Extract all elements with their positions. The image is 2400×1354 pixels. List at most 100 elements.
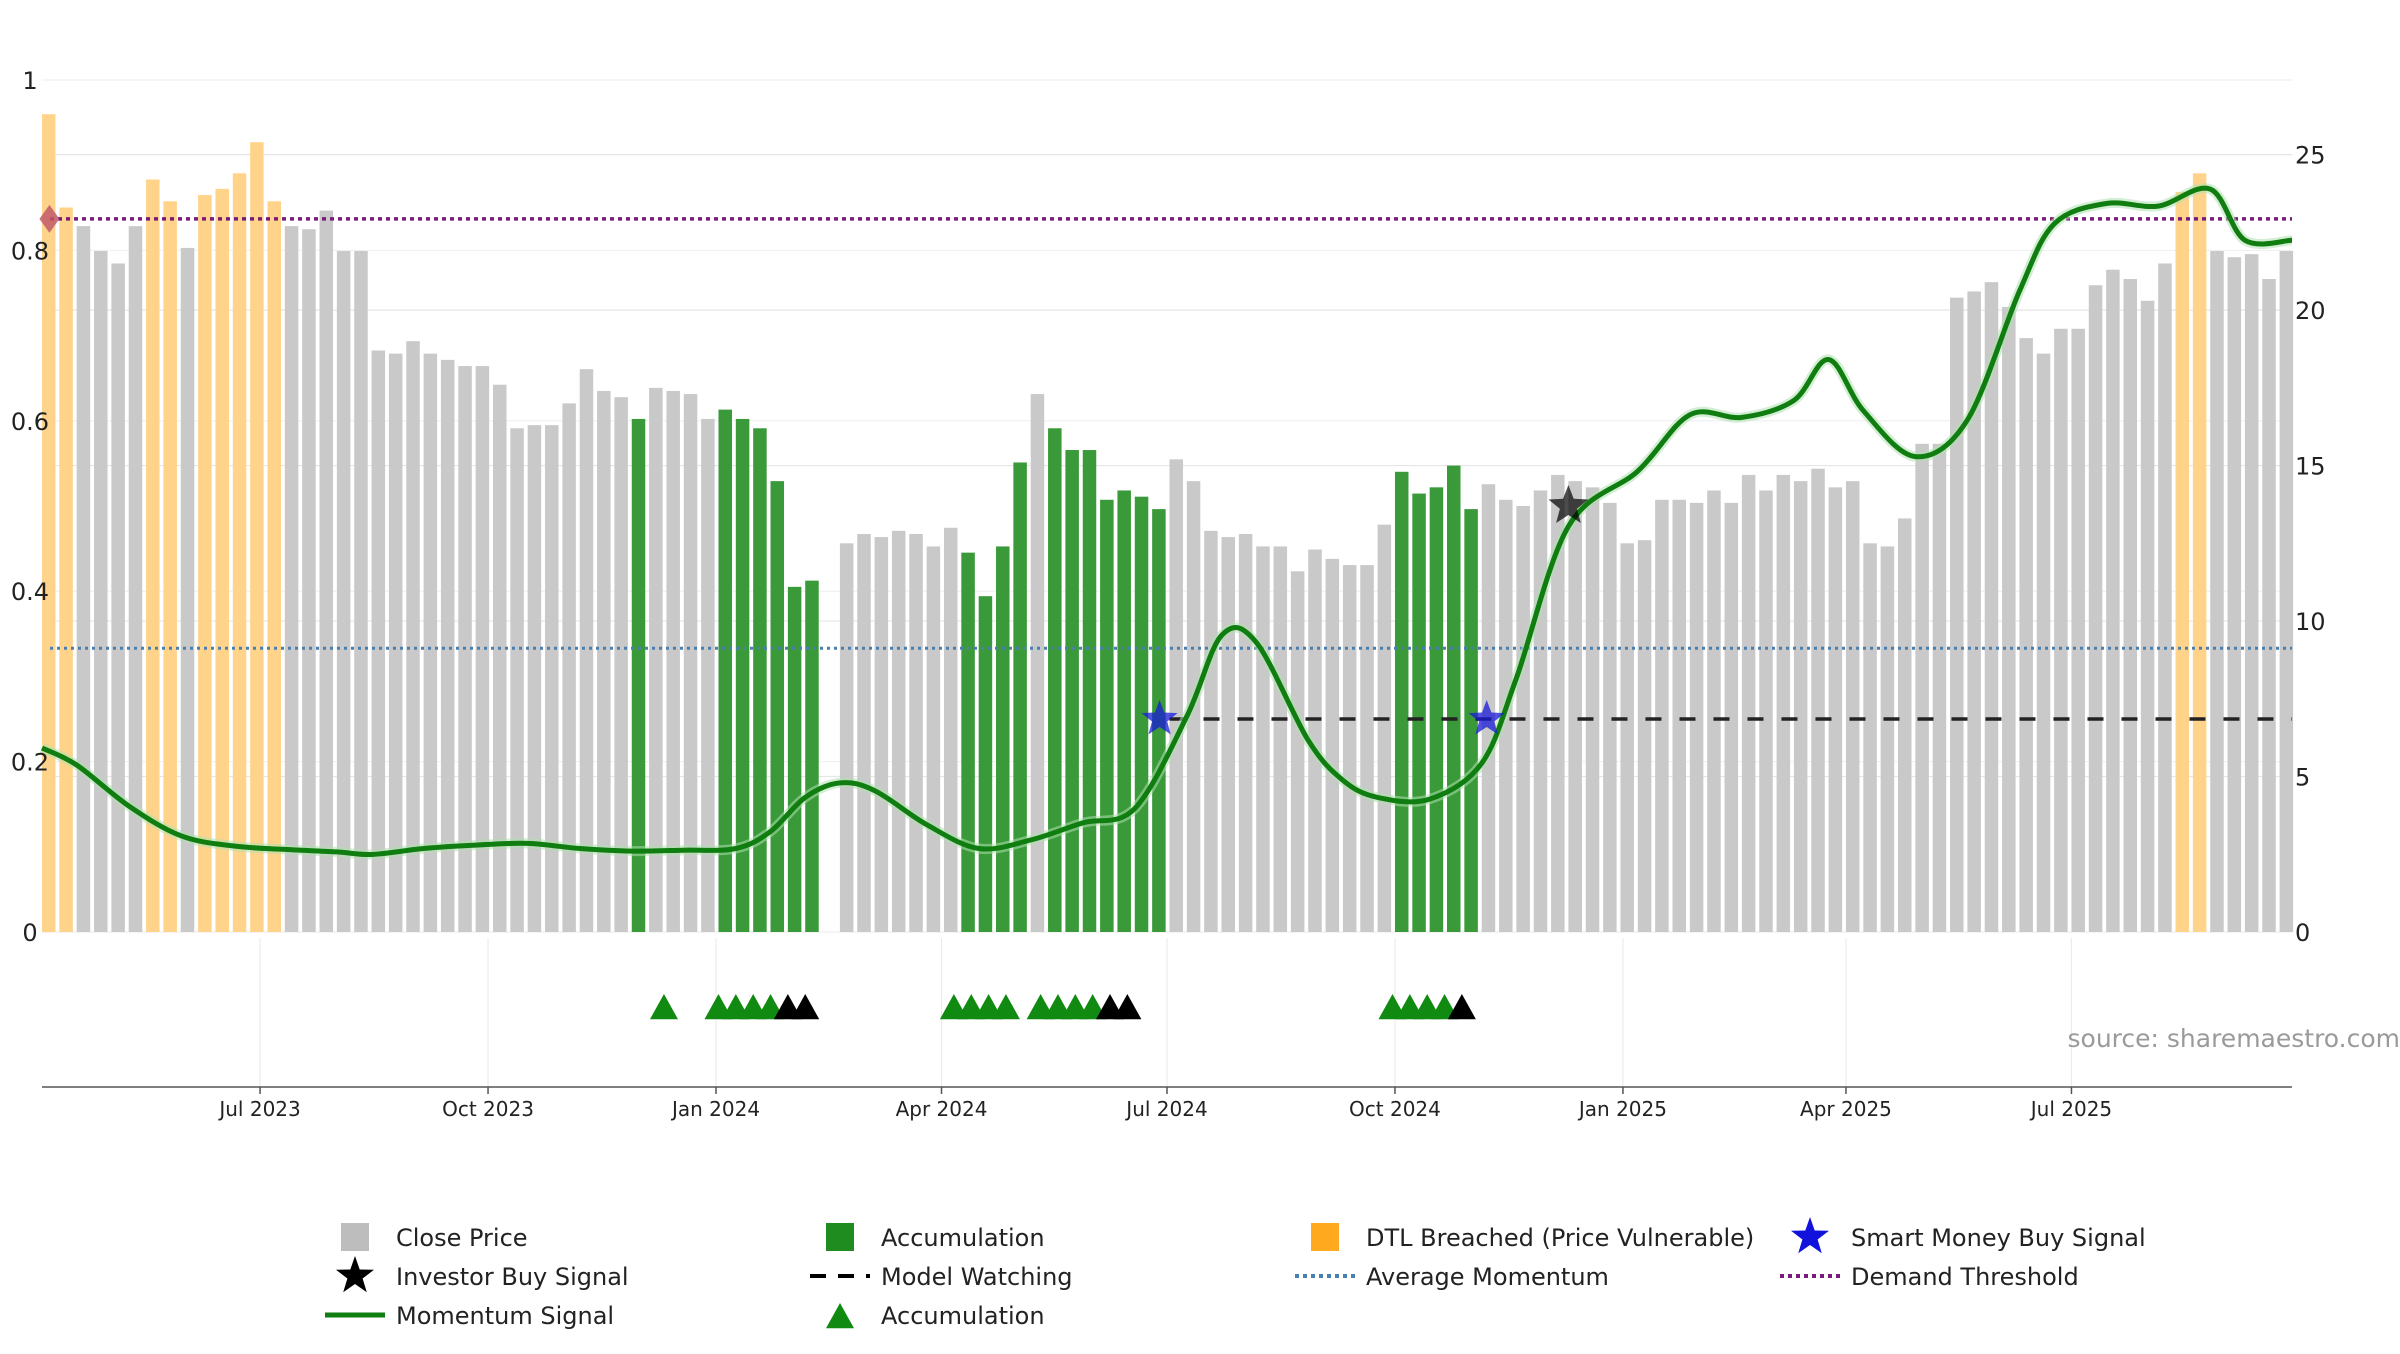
- legend-swatch-star: [1791, 1217, 1829, 1253]
- legend-label: Model Watching: [881, 1263, 1073, 1291]
- close-price-bar: [2245, 254, 2259, 932]
- dtl-breached-bar: [2176, 192, 2190, 932]
- close-price-bar: [1239, 534, 1253, 932]
- accumulation-bar: [1412, 494, 1426, 932]
- close-price-bar: [1256, 546, 1270, 932]
- left-tick-label: 0.6: [11, 408, 49, 436]
- x-tick-label: Apr 2025: [1800, 1097, 1892, 1121]
- accumulation-bar: [1065, 450, 1079, 932]
- close-price-bar: [1343, 565, 1357, 932]
- dtl-breached-bar: [198, 195, 212, 932]
- legend-swatch-square: [1311, 1223, 1339, 1251]
- close-price-bar: [181, 248, 195, 932]
- legend-item: Momentum Signal: [325, 1302, 614, 1330]
- dtl-breached-bar: [215, 189, 229, 932]
- right-tick-label: 25: [2295, 142, 2326, 170]
- close-price-bar: [1222, 537, 1236, 932]
- close-price-bar: [1794, 481, 1808, 932]
- close-price-bar: [1534, 490, 1548, 932]
- close-price-bar: [1777, 475, 1791, 932]
- close-price-bar: [857, 534, 871, 932]
- close-price-bar: [2071, 329, 2085, 932]
- right-tick-label: 5: [2295, 764, 2310, 792]
- x-tick-label: Oct 2023: [442, 1097, 534, 1121]
- accumulation-bar: [979, 596, 993, 932]
- legend-item: Smart Money Buy Signal: [1791, 1217, 2146, 1253]
- x-tick-label: Jul 2024: [1124, 1097, 1207, 1121]
- close-price-bar: [406, 341, 420, 932]
- x-tick-label: Jan 2024: [670, 1097, 760, 1121]
- close-price-bar: [320, 211, 334, 932]
- close-price-bar: [389, 354, 403, 932]
- legend-label: Accumulation: [881, 1302, 1045, 1330]
- close-price-bar: [2037, 354, 2050, 932]
- accumulation-bar: [1430, 487, 1444, 932]
- close-price-bar: [1326, 559, 1340, 932]
- close-price-bar: [510, 428, 524, 932]
- legend-label: Demand Threshold: [1851, 1263, 2079, 1291]
- close-price-bar: [1620, 543, 1634, 932]
- close-price-bar: [1707, 490, 1721, 932]
- legend-label: Momentum Signal: [396, 1302, 614, 1330]
- close-price-bar: [2280, 251, 2294, 932]
- close-price-bar: [2141, 301, 2155, 932]
- accumulation-bar: [1100, 500, 1114, 932]
- dtl-breached-bar: [233, 173, 247, 932]
- accumulation-bar: [961, 553, 975, 932]
- close-price-bar: [354, 251, 368, 932]
- legend-item: Accumulation: [826, 1223, 1045, 1252]
- close-price-bar: [2228, 257, 2242, 932]
- accumulation-bar: [736, 419, 750, 932]
- close-price-bar: [1673, 500, 1687, 932]
- close-price-bar: [1950, 298, 1964, 932]
- legend-label: Close Price: [396, 1224, 528, 1252]
- close-price-bar: [1759, 490, 1773, 932]
- close-price-bar: [875, 537, 889, 932]
- close-price-bar: [528, 425, 542, 932]
- legend-swatch-square: [826, 1223, 854, 1251]
- legend-item: Demand Threshold: [1780, 1263, 2079, 1291]
- dtl-breached-bar: [250, 142, 264, 932]
- close-price-bar: [372, 351, 386, 932]
- accumulation-marker-black: [1448, 994, 1476, 1019]
- close-price-bar: [2106, 270, 2120, 932]
- close-price-bar: [1378, 525, 1392, 932]
- close-price-bar: [129, 226, 143, 932]
- close-price-bar: [493, 385, 507, 932]
- accumulation-bar: [1048, 428, 1062, 932]
- x-tick-label: Jul 2025: [2029, 1097, 2112, 1121]
- close-price-bar: [1655, 500, 1669, 932]
- close-price-bar: [1846, 481, 1860, 932]
- legend-swatch-square: [341, 1223, 369, 1251]
- right-tick-label: 10: [2295, 608, 2326, 636]
- accumulation-bar: [1083, 450, 1097, 932]
- bars-layer: [42, 114, 2293, 932]
- close-price-bar: [892, 531, 906, 932]
- dtl-breached-bar: [267, 201, 281, 932]
- close-price-bar: [2019, 338, 2033, 932]
- right-tick-label: 20: [2295, 297, 2326, 325]
- left-tick-label: 0: [22, 919, 37, 947]
- close-price-bar: [1898, 518, 1912, 932]
- source-credit: source: sharemaestro.com: [2068, 1024, 2400, 1053]
- close-price-bar: [1031, 394, 1045, 932]
- accumulation-marker: [650, 994, 678, 1019]
- accumulation-bar: [1117, 490, 1131, 932]
- legend-label: Investor Buy Signal: [396, 1263, 629, 1291]
- accumulation-bar: [996, 546, 1010, 932]
- x-tick-label: Apr 2024: [896, 1097, 988, 1121]
- close-price-bar: [111, 263, 125, 932]
- legend-label: Average Momentum: [1366, 1263, 1609, 1291]
- left-tick-label: 1: [22, 67, 37, 95]
- legend-item: Investor Buy Signal: [336, 1256, 629, 1292]
- close-price-bar: [2089, 285, 2103, 932]
- close-price-bar: [909, 534, 923, 932]
- close-price-bar: [840, 543, 854, 932]
- close-price-bar: [77, 226, 91, 932]
- left-tick-label: 0.4: [11, 578, 49, 606]
- close-price-bar: [302, 229, 316, 932]
- close-price-bar: [285, 226, 299, 932]
- close-price-bar: [1863, 543, 1877, 932]
